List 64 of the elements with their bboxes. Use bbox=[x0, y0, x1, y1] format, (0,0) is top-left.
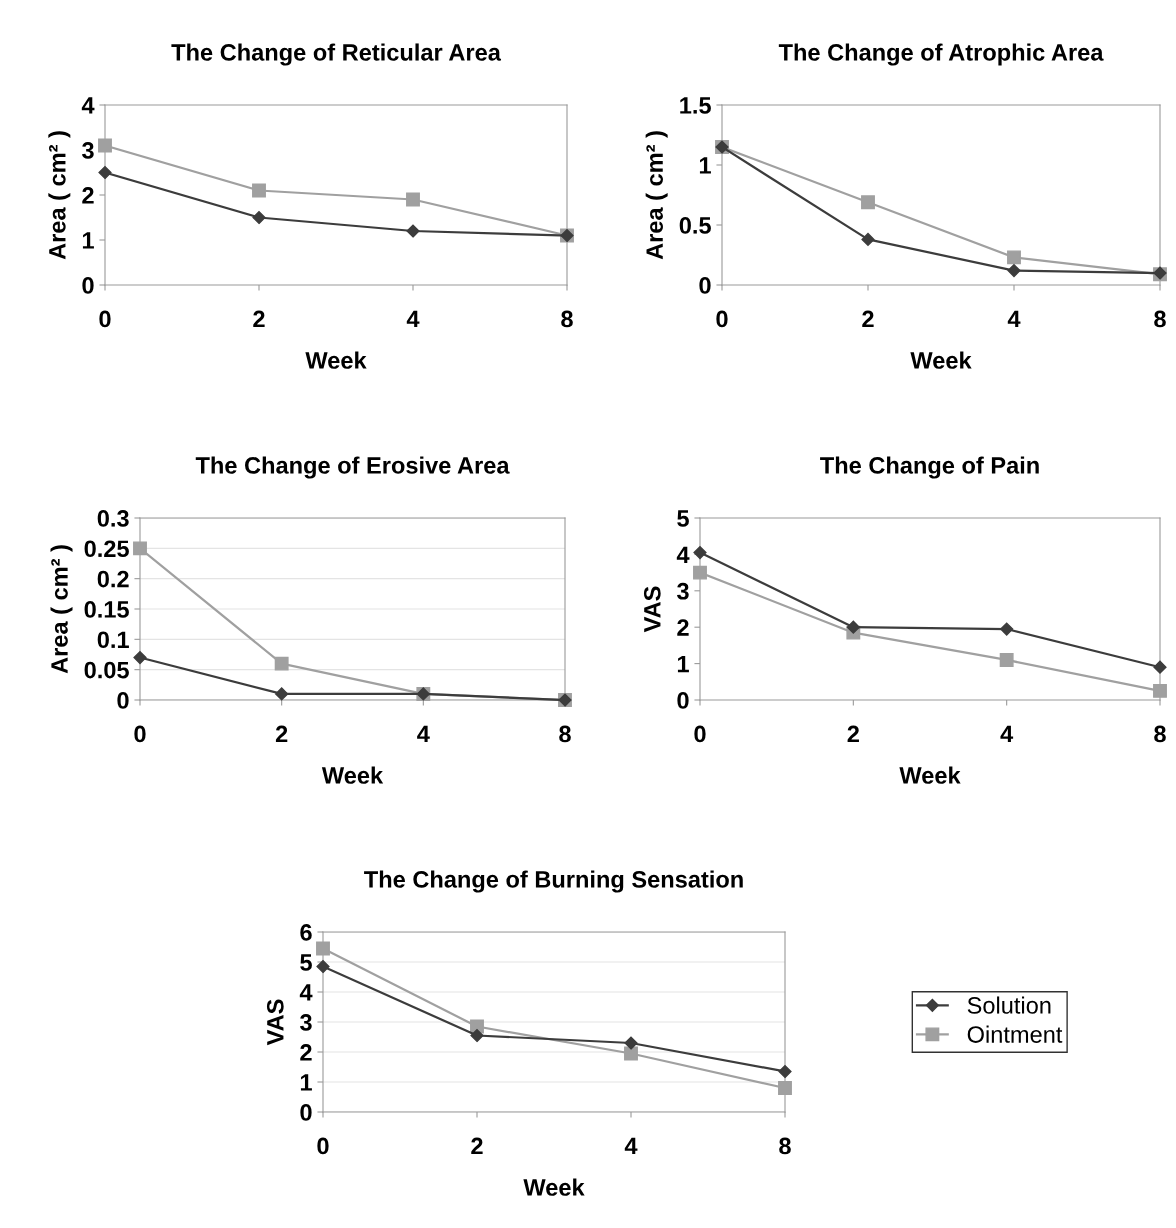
x-tick-label: 0 bbox=[134, 725, 146, 743]
x-tick-label: 2 bbox=[471, 1137, 483, 1155]
y-tick-label: 5 bbox=[300, 954, 312, 971]
y-tick-label: 1 bbox=[677, 655, 689, 673]
y-tick-label: 5 bbox=[677, 510, 689, 527]
legend-label: Solution bbox=[967, 996, 1051, 1014]
x-tick-label: 2 bbox=[253, 310, 265, 328]
y-tick-label: 3 bbox=[300, 1014, 312, 1031]
y-axis-title: VAS bbox=[643, 586, 661, 633]
y-axis-title: VAS bbox=[266, 999, 284, 1046]
y-axis-title: Area ( cm² ) bbox=[50, 545, 73, 674]
y-tick-label: 0 bbox=[82, 277, 94, 294]
y-tick-label: 0 bbox=[699, 277, 711, 294]
chart-title: The Change of Pain bbox=[820, 456, 1039, 479]
chart-title: The Change of Reticular Area bbox=[171, 43, 502, 66]
y-tick-label: 1 bbox=[300, 1074, 312, 1091]
y-tick-label: 1.5 bbox=[680, 97, 711, 114]
x-tick-label: 2 bbox=[862, 310, 874, 328]
x-tick-label: 2 bbox=[275, 725, 288, 743]
y-tick-label: 4 bbox=[81, 97, 95, 114]
chart-title: The Change of Erosive Area bbox=[195, 456, 510, 479]
chart-title: The Change of Atrophic Area bbox=[778, 43, 1104, 66]
x-tick-label: 0 bbox=[317, 1137, 329, 1155]
x-tick-label: 8 bbox=[1154, 310, 1166, 328]
x-axis-title: Week bbox=[523, 1178, 585, 1196]
x-axis-title: Week bbox=[305, 351, 367, 369]
y-tick-label: 0 bbox=[117, 692, 129, 709]
y-tick-label: 4 bbox=[299, 984, 313, 1001]
y-axis-title: Area ( cm² ) bbox=[645, 131, 668, 260]
x-tick-label: 8 bbox=[779, 1137, 791, 1155]
legend-label: Ointment bbox=[967, 1025, 1063, 1043]
y-tick-label: 0.5 bbox=[679, 217, 711, 234]
x-axis-title: Week bbox=[910, 351, 972, 369]
y-axis-title: Area ( cm² ) bbox=[48, 131, 71, 260]
y-tick-label: 0.3 bbox=[97, 510, 129, 527]
y-tick-label: 2 bbox=[300, 1044, 312, 1061]
y-tick-label: 0 bbox=[300, 1104, 312, 1121]
x-axis-title: Week bbox=[899, 766, 961, 784]
y-tick-label: 4 bbox=[676, 546, 690, 563]
x-tick-label: 4 bbox=[406, 310, 420, 328]
y-tick-label: 2 bbox=[82, 187, 94, 204]
x-tick-label: 4 bbox=[624, 1137, 638, 1155]
x-tick-label: 4 bbox=[1007, 310, 1021, 328]
y-tick-label: 0.25 bbox=[84, 540, 129, 558]
y-tick-label: 0.2 bbox=[97, 570, 129, 588]
x-tick-label: 8 bbox=[559, 725, 571, 743]
y-tick-label: 0 bbox=[677, 692, 689, 709]
y-tick-label: 0.1 bbox=[97, 631, 129, 649]
y-tick-label: 3 bbox=[82, 142, 94, 159]
x-tick-label: 8 bbox=[1154, 725, 1166, 743]
y-tick-label: 3 bbox=[677, 582, 689, 600]
y-tick-label: 1 bbox=[82, 232, 94, 249]
x-tick-label: 0 bbox=[716, 310, 728, 328]
y-tick-label: 0.05 bbox=[84, 661, 129, 679]
x-tick-label: 4 bbox=[1000, 725, 1014, 743]
x-tick-label: 2 bbox=[847, 725, 859, 743]
y-tick-label: 0.15 bbox=[84, 601, 129, 618]
y-tick-label: 2 bbox=[677, 619, 689, 636]
x-tick-label: 4 bbox=[417, 725, 430, 743]
y-tick-label: 6 bbox=[300, 924, 312, 941]
chart-title: The Change of Burning Sensation bbox=[364, 870, 743, 893]
x-tick-label: 8 bbox=[561, 310, 573, 328]
x-axis-title: Week bbox=[321, 766, 384, 784]
y-tick-label: 1 bbox=[699, 157, 711, 174]
